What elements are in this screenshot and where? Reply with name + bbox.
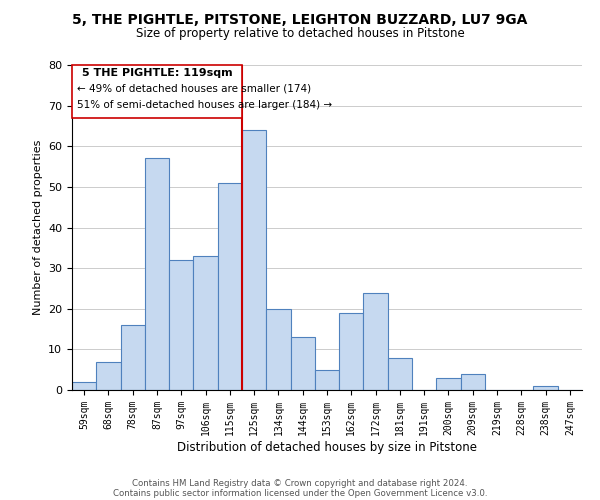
Bar [145, 158, 169, 390]
Bar [533, 386, 558, 390]
Bar [339, 313, 364, 390]
Bar [72, 382, 96, 390]
Text: Size of property relative to detached houses in Pitstone: Size of property relative to detached ho… [136, 28, 464, 40]
Bar [364, 292, 388, 390]
Text: ← 49% of detached houses are smaller (174): ← 49% of detached houses are smaller (17… [77, 84, 311, 94]
Bar [315, 370, 339, 390]
Bar [242, 130, 266, 390]
Bar [436, 378, 461, 390]
Bar [266, 308, 290, 390]
Bar [461, 374, 485, 390]
Bar [388, 358, 412, 390]
Text: 5, THE PIGHTLE, PITSTONE, LEIGHTON BUZZARD, LU7 9GA: 5, THE PIGHTLE, PITSTONE, LEIGHTON BUZZA… [73, 12, 527, 26]
X-axis label: Distribution of detached houses by size in Pitstone: Distribution of detached houses by size … [177, 440, 477, 454]
Text: Contains public sector information licensed under the Open Government Licence v3: Contains public sector information licen… [113, 488, 487, 498]
Bar [193, 256, 218, 390]
Bar [96, 362, 121, 390]
Bar [121, 325, 145, 390]
Bar [169, 260, 193, 390]
Text: 51% of semi-detached houses are larger (184) →: 51% of semi-detached houses are larger (… [77, 100, 332, 110]
Bar [72, 65, 242, 118]
Text: Contains HM Land Registry data © Crown copyright and database right 2024.: Contains HM Land Registry data © Crown c… [132, 478, 468, 488]
Bar [218, 183, 242, 390]
Y-axis label: Number of detached properties: Number of detached properties [32, 140, 43, 315]
Bar [290, 337, 315, 390]
Text: 5 THE PIGHTLE: 119sqm: 5 THE PIGHTLE: 119sqm [82, 68, 232, 78]
